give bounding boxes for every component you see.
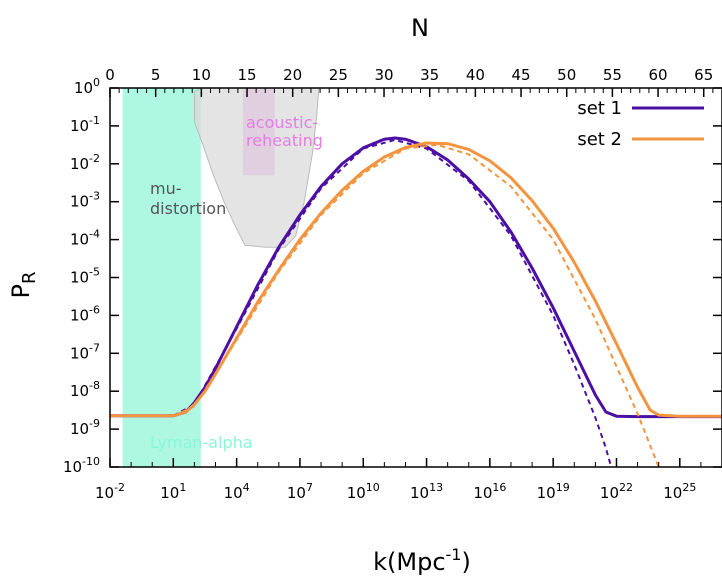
top-tick-label: 55 [603, 66, 622, 84]
y-axis-label-main: P [7, 284, 35, 298]
bottom-tick-label: 107 [287, 481, 313, 502]
top-tick-label: 20 [283, 66, 302, 84]
y-tick-label: 10-5 [70, 266, 100, 287]
y-tick-label: 10-4 [70, 228, 100, 249]
bottom-tick-label: 1022 [600, 481, 633, 502]
bottom-tick-label: 1010 [347, 481, 380, 502]
top-axis-label: N [411, 14, 429, 42]
top-tick-label: 10 [192, 66, 211, 84]
annotation-distortion: distortion [150, 199, 226, 218]
top-tick-label: 15 [237, 66, 256, 84]
legend-label-set-1: set 1 [577, 98, 622, 119]
legend: set 1 set 2 [577, 98, 704, 150]
bottom-tick-label: 10-2 [95, 481, 125, 502]
y-tick-label: 10-3 [70, 190, 100, 211]
y-tick-label: 10-9 [70, 417, 100, 438]
y-tick-label: 10-2 [70, 152, 100, 173]
bottom-tick-label: 1025 [663, 481, 696, 502]
x-axis-label-close: ) [461, 548, 470, 576]
y-tick-label: 10-7 [70, 341, 100, 362]
top-tick-label: 25 [329, 66, 348, 84]
y-axis-label: PR [7, 272, 40, 299]
series-layer [110, 136, 722, 467]
bottom-tick-label: 1019 [537, 481, 570, 502]
series-line-2 [172, 138, 613, 467]
annotation-mu: mu- [150, 179, 182, 198]
y-axis-label-sub: R [19, 272, 40, 285]
region-layer [122, 88, 320, 467]
top-tick-label: 5 [151, 66, 161, 84]
region-mu-distortion [193, 88, 320, 248]
annotation-layer: acoustic-reheating mu-distortion Lyman-alp… [150, 113, 323, 452]
legend-label-set-2: set 2 [577, 129, 622, 150]
top-tick-label: 30 [374, 66, 393, 84]
top-tick-label: 0 [105, 66, 115, 84]
x-axis-label-main: k(Mpc [373, 548, 445, 576]
top-tick-label: 45 [511, 66, 530, 84]
bottom-tick-label: 1016 [473, 481, 506, 502]
tick-layer: 0 5 10 15 20 25 30 35 40 45 50 55 60 65 10-2 101 104 107 1… [63, 66, 722, 502]
annotation-acoustic: acoustic- [246, 113, 318, 132]
top-tick-label: 40 [466, 66, 485, 84]
y-tick-label: 10-8 [70, 379, 100, 400]
region-lyman-alpha [122, 88, 201, 467]
y-tick-label: 10-6 [70, 303, 100, 324]
y-tick-label: 10-10 [63, 455, 100, 476]
x-axis-label: k(Mpc-1) [373, 545, 471, 576]
top-tick-label: 35 [420, 66, 439, 84]
annotation-reheating: reheating [246, 131, 323, 150]
top-tick-label: 50 [557, 66, 576, 84]
top-tick-label: 60 [649, 66, 668, 84]
series-line-4 [172, 143, 660, 467]
bottom-tick-label: 104 [224, 481, 250, 502]
y-tick-label: 100 [74, 76, 100, 97]
y-tick-label: 10-1 [70, 114, 100, 135]
bottom-tick-label: 101 [160, 481, 186, 502]
bottom-tick-label: 1013 [410, 481, 443, 502]
annotation-lyman-alpha: Lyman-alpha [150, 433, 253, 452]
x-axis-label-sup: -1 [446, 545, 462, 564]
top-tick-label: 65 [694, 66, 713, 84]
series-line-3 [110, 141, 722, 418]
